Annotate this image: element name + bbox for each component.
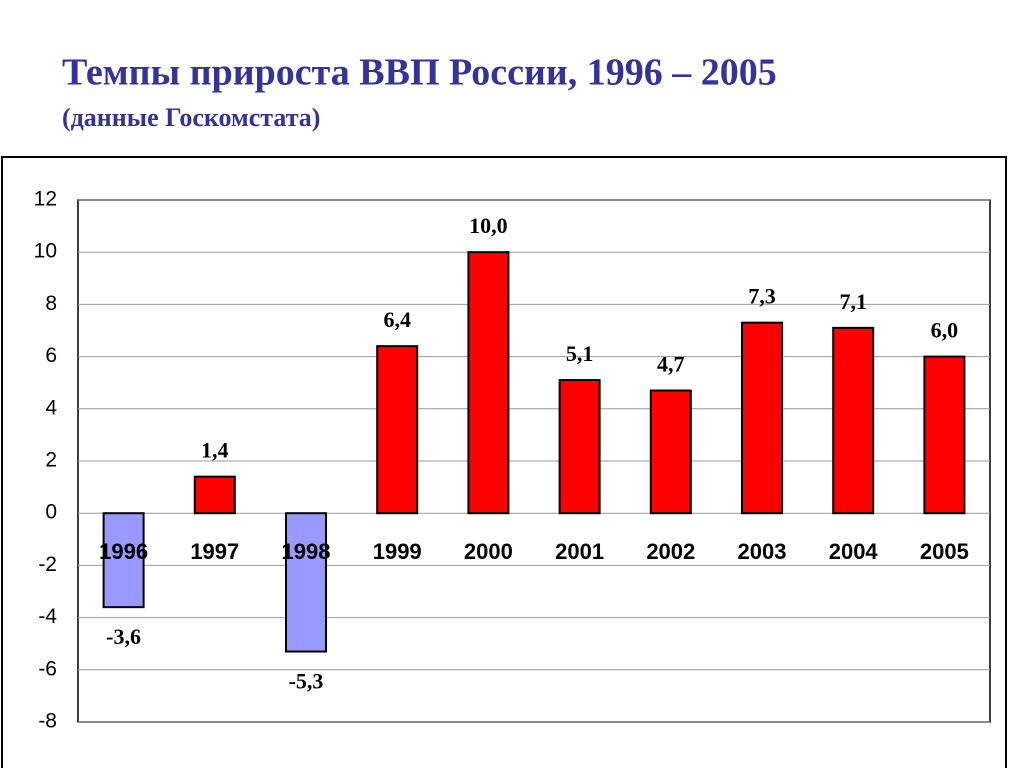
value-label: 1,4 [201,438,229,463]
x-tick-label: 2004 [829,539,879,564]
chart-subtitle: (данные Госкомстата) [62,103,320,132]
value-label: 10,0 [469,213,508,238]
bar [558,379,601,515]
x-tick-label: 1998 [282,539,331,564]
x-tick-label: 2000 [464,539,513,564]
bar [376,345,419,515]
y-tick-label: 0 [45,501,57,524]
bar [923,355,966,515]
y-tick-label: 6 [45,344,57,367]
value-label: 4,7 [657,352,685,377]
y-tick-label: -6 [38,657,57,680]
value-label: 6,0 [931,318,959,343]
y-tick-label: 10 [34,240,57,263]
bar [832,326,875,515]
x-tick-label: 2005 [920,539,969,564]
bar [102,512,145,609]
bar [467,251,510,515]
x-tick-label: 2001 [555,539,604,564]
bar [193,475,236,515]
bar [649,389,692,515]
bar [741,321,783,515]
bar [285,512,327,653]
chart-frame [1,156,1007,768]
x-tick-label: 1997 [190,539,239,564]
value-label: 6,4 [383,307,411,332]
value-label: 7,1 [839,289,867,314]
y-tick-label: 12 [34,188,57,211]
x-tick-label: 1996 [99,539,148,564]
chart-title: Темпы прироста ВВП России, 1996 – 2005 [62,52,777,94]
y-tick-label: -8 [38,710,57,733]
value-label: -3,6 [106,624,141,649]
y-tick-label: 8 [45,292,57,315]
y-tick-label: -4 [38,605,57,628]
x-tick-label: 2002 [646,539,695,564]
value-label: -5,3 [289,669,324,694]
value-label: 7,3 [748,284,776,309]
y-tick-label: 2 [45,449,57,472]
y-tick-label: -2 [38,553,57,576]
y-tick-label: 4 [45,396,57,419]
x-tick-label: 2003 [738,539,787,564]
x-tick-label: 1999 [373,539,422,564]
value-label: 5,1 [566,341,594,366]
